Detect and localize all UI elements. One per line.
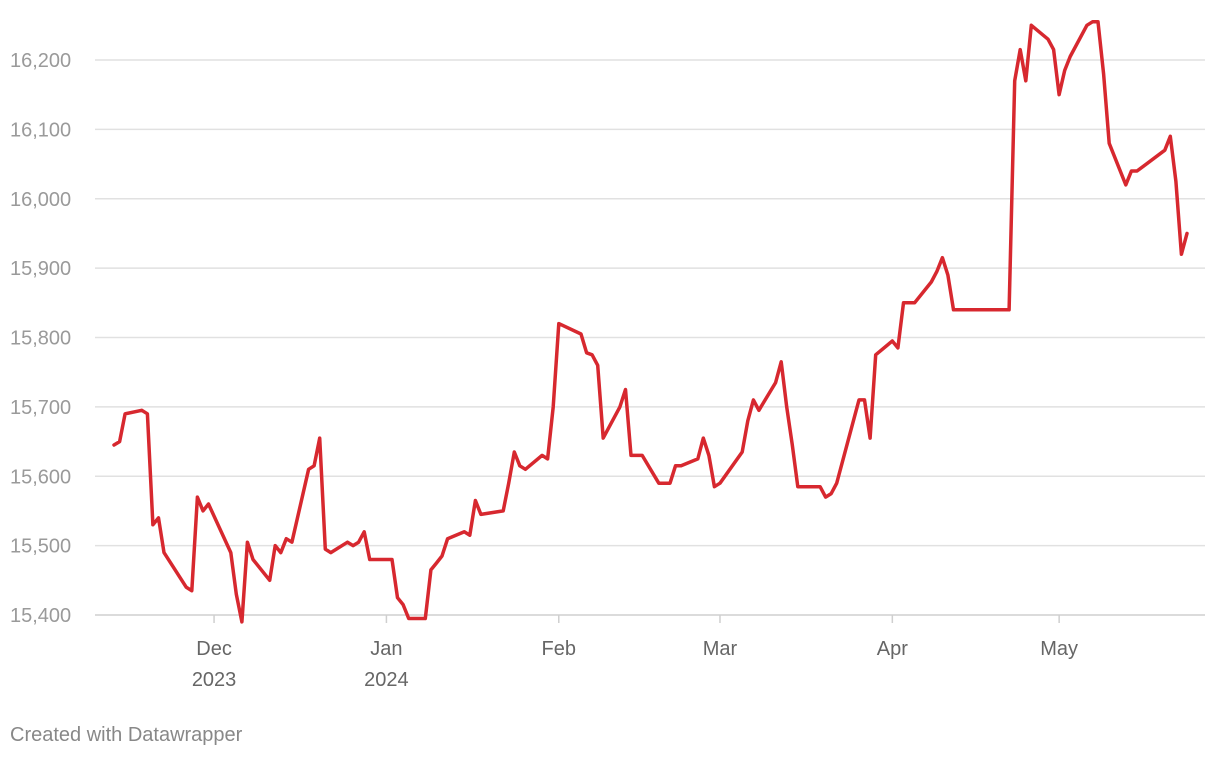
x-axis: Dec 2023 Jan 2024 Feb Mar Apr May [192,615,1078,691]
y-tick-label: 16,200 [10,50,71,72]
y-tick-label: 16,100 [10,119,71,141]
x-tick-label: May [1040,638,1078,660]
footer-credit: Created with Datawrapper [10,724,243,746]
y-tick-label: 15,800 [10,328,71,350]
y-tick-label: 15,500 [10,536,71,558]
x-tick-year-label: 2023 [192,669,237,691]
x-tick-label: Mar [703,638,738,660]
y-tick-label: 15,900 [10,258,71,280]
y-tick-label: 15,600 [10,466,71,488]
series-group [112,20,1189,624]
gridlines [95,59,1205,616]
y-axis: 15,400 15,500 15,600 15,700 15,800 15,900 16,0… [10,50,71,627]
x-tick-label: Jan [370,638,402,660]
x-tick-year-label: 2024 [364,669,409,691]
x-tick-label: Dec [196,638,232,660]
y-tick-label: 15,400 [10,605,71,627]
line-chart: 15,400 15,500 15,600 15,700 15,800 15,900 16,0… [10,20,1205,691]
y-tick-label: 16,000 [10,189,71,211]
y-tick-label: 15,700 [10,397,71,419]
x-tick-label: Feb [542,638,576,660]
x-tick-label: Apr [877,638,908,660]
series-line [112,20,1189,624]
